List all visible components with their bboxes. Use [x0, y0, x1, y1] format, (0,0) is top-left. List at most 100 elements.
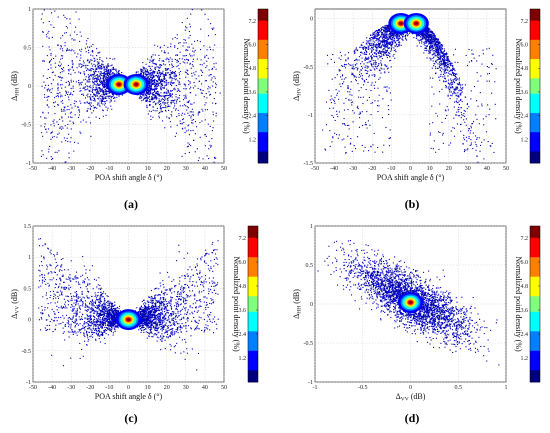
data-point: [455, 73, 457, 75]
data-point: [65, 81, 67, 84]
data-point: [80, 82, 82, 84]
data-point: [366, 43, 368, 45]
data-point: [40, 116, 42, 118]
data-point: [81, 81, 83, 83]
data-point: [148, 97, 150, 99]
data-point: [158, 67, 161, 69]
data-point: [159, 64, 161, 66]
data-point: [49, 89, 51, 91]
data-point: [96, 84, 98, 86]
data-point: [338, 69, 340, 71]
colorbar-tick-label: 7.2: [249, 19, 257, 25]
data-point: [105, 93, 107, 95]
data-point: [162, 101, 164, 103]
data-point: [358, 56, 360, 58]
data-point: [458, 108, 460, 110]
data-point: [62, 102, 64, 104]
data-point: [173, 71, 176, 74]
data-point: [150, 86, 152, 88]
data-point: [92, 78, 94, 80]
data-point: [385, 41, 387, 43]
data-point: [164, 102, 166, 104]
data-point: [442, 51, 444, 53]
data-point: [168, 105, 170, 107]
data-point: [73, 150, 75, 152]
data-point: [214, 44, 216, 46]
data-point: [89, 81, 91, 83]
data-point: [60, 101, 62, 103]
data-point: [152, 62, 154, 64]
data-point: [428, 37, 430, 39]
data-point: [371, 74, 373, 76]
data-point: [145, 90, 148, 92]
data-point: [72, 63, 74, 65]
data-point: [446, 64, 448, 66]
data-point: [72, 80, 75, 82]
data-point: [100, 81, 102, 83]
data-point: [485, 200, 486, 201]
x-tick-label: -50: [311, 166, 319, 172]
data-point: [149, 87, 152, 90]
data-point: [460, 99, 462, 102]
data-point: [201, 74, 203, 76]
data-point: [444, 53, 446, 55]
data-point: [371, 59, 373, 61]
data-point: [81, 48, 83, 50]
data-point: [148, 75, 150, 77]
data-point: [107, 71, 110, 73]
data-point: [89, 99, 91, 101]
data-point: [465, 118, 467, 120]
data-point: [418, 40, 420, 42]
data-point: [362, 78, 364, 80]
data-point: [152, 80, 154, 82]
data-point: [163, 44, 165, 46]
data-point: [83, 94, 85, 96]
data-point: [102, 74, 104, 76]
data-point: [93, 93, 95, 95]
data-point: [153, 81, 155, 83]
data-point: [188, 143, 190, 145]
data-point: [49, 76, 51, 79]
data-point: [166, 68, 169, 70]
data-point: [141, 100, 143, 102]
data-point: [418, 42, 421, 44]
data-point: [186, 109, 188, 111]
data-point: [85, 51, 87, 53]
data-point: [61, 67, 63, 70]
data-point: [105, 84, 107, 86]
data-point: [466, 108, 468, 110]
data-point: [184, 83, 186, 85]
data-point: [371, 49, 373, 51]
data-point: [57, 93, 59, 95]
data-point: [103, 83, 105, 85]
data-point: [157, 78, 160, 80]
data-point: [64, 125, 66, 127]
data-point: [168, 94, 170, 97]
data-point: [439, 63, 441, 65]
data-point: [60, 45, 62, 47]
data-point: [183, 95, 185, 97]
data-point: [166, 116, 168, 118]
data-point: [45, 117, 47, 119]
data-point: [397, 34, 399, 36]
data-point: [184, 131, 186, 133]
data-point: [388, 41, 390, 43]
data-point: [172, 38, 174, 40]
data-point: [95, 64, 97, 66]
data-point: [370, 36, 372, 38]
data-point: [377, 33, 379, 35]
data-point: [157, 91, 159, 93]
data-point: [360, 63, 362, 65]
data-point: [435, 38, 437, 41]
data-point: [155, 91, 158, 93]
data-point: [55, 66, 57, 68]
data-point: [158, 115, 160, 117]
data-point: [98, 68, 100, 70]
data-point: [70, 87, 72, 90]
data-point: [44, 117, 46, 119]
data-point: [52, 120, 54, 122]
data-point: [90, 75, 93, 77]
data-point: [364, 81, 366, 83]
data-point: [105, 87, 107, 89]
data-point: [48, 90, 50, 92]
